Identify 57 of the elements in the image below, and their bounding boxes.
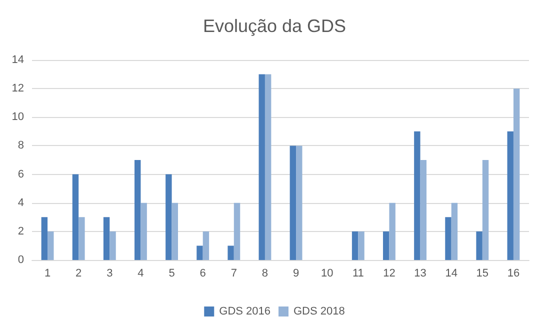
bar bbox=[41, 217, 48, 260]
y-tick-label: 14 bbox=[12, 54, 24, 66]
bar bbox=[166, 174, 172, 260]
bar bbox=[103, 217, 110, 260]
y-tick-label: 6 bbox=[18, 168, 24, 180]
bar bbox=[110, 231, 116, 260]
legend-label: GDS 2018 bbox=[294, 306, 345, 318]
legend-label: GDS 2016 bbox=[219, 306, 271, 318]
x-tick-label: 8 bbox=[262, 268, 268, 280]
bar bbox=[196, 246, 203, 260]
bar bbox=[134, 160, 141, 260]
x-tick-label: 15 bbox=[476, 268, 489, 280]
bar bbox=[258, 74, 265, 260]
x-tick-label: 16 bbox=[507, 268, 520, 280]
y-tick-label: 0 bbox=[18, 254, 24, 266]
bar bbox=[48, 231, 54, 260]
x-tick-label: 1 bbox=[44, 268, 51, 280]
bar bbox=[140, 202, 147, 260]
bar bbox=[264, 74, 272, 260]
x-tick-label: 7 bbox=[230, 268, 237, 280]
bar bbox=[513, 88, 520, 260]
bar bbox=[389, 202, 396, 260]
x-tick-label: 6 bbox=[200, 268, 206, 280]
y-tick-label: 10 bbox=[12, 111, 24, 124]
bar bbox=[383, 231, 390, 260]
x-tick-label: 10 bbox=[320, 268, 334, 280]
x-tick-label: 12 bbox=[383, 268, 396, 280]
x-tick-label: 11 bbox=[352, 268, 364, 280]
x-tick-label: 4 bbox=[138, 268, 144, 280]
y-tick-label: 12 bbox=[12, 82, 24, 95]
bar bbox=[172, 202, 178, 260]
bar bbox=[482, 160, 489, 260]
y-tick-label: 4 bbox=[18, 196, 24, 209]
bar bbox=[507, 131, 514, 260]
bar bbox=[451, 202, 458, 260]
x-tick-label: 2 bbox=[76, 268, 82, 280]
bar bbox=[445, 217, 452, 260]
bar bbox=[202, 231, 210, 260]
bar bbox=[420, 160, 426, 260]
bar bbox=[352, 231, 358, 260]
bar bbox=[414, 131, 420, 260]
x-tick-label: 14 bbox=[445, 268, 458, 280]
bar bbox=[290, 146, 296, 260]
bar bbox=[296, 146, 302, 260]
x-tick-label: 9 bbox=[292, 268, 300, 280]
x-tick-label: 13 bbox=[414, 268, 426, 280]
y-tick-label: 8 bbox=[18, 140, 24, 152]
x-tick-label: 3 bbox=[106, 268, 113, 280]
x-tick-label: 5 bbox=[168, 268, 175, 280]
y-tick-label: 2 bbox=[18, 225, 24, 238]
bar bbox=[476, 231, 482, 260]
bar bbox=[358, 231, 364, 260]
bar bbox=[72, 174, 79, 260]
bar bbox=[78, 217, 85, 260]
bar bbox=[234, 202, 240, 260]
chart-title: Evolução da GDS bbox=[202, 16, 346, 36]
bar bbox=[228, 246, 234, 260]
